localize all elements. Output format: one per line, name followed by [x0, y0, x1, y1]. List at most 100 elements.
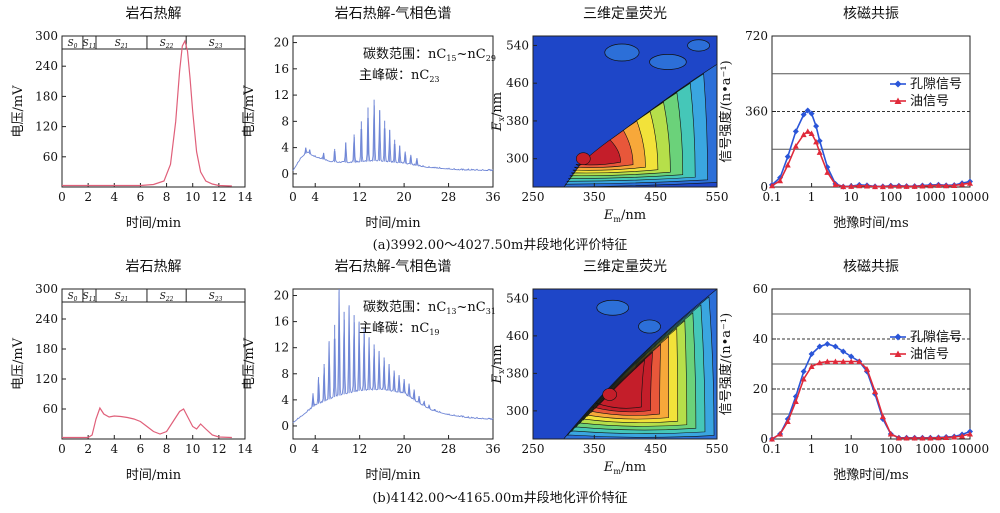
chart-panel: 岩石热解 0 2 4 6 8 10 12 14 60 120 180 240 300 时间/min 电压/mV…	[11, 6, 253, 231]
peak-band-label: S11	[83, 292, 97, 303]
chromatogram-annotation: 主峰碳：nC23	[359, 68, 440, 84]
x-tick-label: 1	[808, 442, 816, 456]
x-axis-label: 时间/min	[365, 468, 421, 483]
x-tick-label: 20	[396, 442, 411, 456]
nmr-marker-diamond	[832, 343, 839, 350]
plot-frame	[61, 288, 246, 440]
y-tick-label: 720	[745, 29, 768, 43]
caption-b: (b)4142.00～4165.00m井段地化评价特征	[372, 491, 627, 506]
x-tick-label: 2	[84, 190, 92, 204]
peak-band-label: S0	[67, 292, 77, 303]
x-tick-label: 10	[185, 442, 200, 456]
y-tick-label: 300	[506, 404, 529, 418]
nmr-marker-diamond	[808, 351, 815, 357]
nmr-marker-triangle	[879, 183, 886, 190]
x-axis-label: 弛豫时间/ms	[833, 468, 908, 483]
nmr-marker-triangle	[903, 435, 910, 441]
x-axis-label: 时间/min	[365, 216, 421, 231]
nmr-marker-triangle	[832, 358, 839, 364]
nmr-marker-diamond	[824, 341, 831, 347]
x-axis-label: 时间/min	[126, 216, 182, 231]
x-tick-label: 36	[485, 190, 500, 204]
y-axis-label: Ex/nm	[490, 92, 506, 132]
nmr-marker-diamond	[784, 153, 791, 160]
nmr-series-line	[771, 130, 971, 188]
x-tick-label: 0.1	[762, 190, 781, 204]
nmr-marker-triangle	[769, 436, 775, 442]
pyrolysis-curve	[62, 39, 232, 187]
x-tick-label: 0	[58, 442, 66, 456]
nmr-marker-triangle	[856, 358, 863, 364]
nmr-marker-diamond	[813, 123, 820, 130]
plot-frame	[771, 35, 971, 188]
nmr-marker-triangle	[879, 413, 886, 419]
nmr-marker-triangle	[911, 435, 918, 441]
nmr-marker-triangle	[911, 183, 918, 189]
y-tick-label: 16	[274, 62, 289, 76]
chart-panel: 三维定量荧光 250 350 450 550 300 380 460 540 Em/nm Ex/nm	[490, 5, 728, 224]
y-tick-label: 60	[43, 402, 58, 416]
chart-title: 岩石热解-气相色谱	[335, 258, 452, 275]
nmr-marker-triangle	[951, 434, 958, 440]
nmr-marker-triangle	[824, 169, 831, 175]
fluorescence-map	[533, 36, 717, 187]
nmr-marker-triangle	[959, 433, 966, 439]
y-tick-label: 240	[35, 312, 58, 326]
y-tick-label: 180	[35, 342, 58, 356]
nmr-marker-triangle	[895, 183, 902, 189]
y-tick-label: 460	[506, 329, 529, 343]
x-tick-label: 1	[808, 190, 816, 204]
nmr-marker-triangle	[792, 398, 799, 404]
peak-band-label: S22	[160, 292, 174, 303]
nmr-series-line	[771, 360, 971, 440]
x-tick-label: 20	[396, 190, 411, 204]
nmr-marker-triangle	[895, 435, 902, 441]
x-tick-label: 1000	[915, 190, 946, 204]
x-tick-label: 28	[441, 442, 456, 456]
nmr-marker-triangle	[959, 181, 966, 187]
y-tick-label: 20	[274, 289, 289, 303]
legend-marker	[894, 80, 902, 88]
chromatogram-trace	[292, 291, 494, 424]
nmr-marker-diamond	[840, 348, 847, 355]
y-tick-label: 60	[43, 150, 58, 164]
y-tick-label: 300	[506, 152, 529, 166]
x-tick-label: 36	[485, 442, 500, 456]
nmr-marker-diamond	[808, 110, 815, 117]
nmr-marker-triangle	[840, 358, 847, 364]
x-tick-label: 0	[289, 442, 297, 456]
x-axis-label: 时间/min	[126, 468, 182, 483]
y-axis-label: Ex/nm	[490, 344, 506, 384]
y-tick-label: 12	[274, 88, 289, 102]
peak-band-label: S21	[115, 39, 129, 50]
chart-title: 核磁共振	[843, 6, 899, 22]
fluorescence-blob	[687, 39, 710, 52]
nmr-marker-triangle	[784, 161, 791, 168]
peak-band-label: S21	[115, 292, 129, 303]
y-tick-label: 4	[281, 141, 289, 155]
plot-frame	[532, 35, 718, 188]
nmr-marker-triangle	[769, 182, 775, 189]
x-tick-label: 6	[137, 442, 145, 456]
nmr-marker-triangle	[927, 435, 934, 441]
nmr-marker-triangle	[872, 183, 879, 190]
fluorescence-hotspot	[575, 152, 591, 165]
nmr-marker-diamond	[816, 137, 823, 144]
nmr-marker-triangle	[816, 359, 823, 366]
nmr-marker-triangle	[792, 143, 799, 149]
y-tick-label: 20	[753, 382, 768, 396]
x-tick-label: 10000	[951, 190, 989, 204]
x-axis-label: Em/nm	[603, 460, 646, 476]
x-tick-label: 0	[58, 190, 66, 204]
caption-a: (a)3992.00～4027.50m井段地化评价特征	[373, 238, 628, 253]
chart-panel: 三维定量荧光 250 350 450 550 300 380 460 540 Em/nm Ex/nm	[490, 258, 728, 476]
nmr-marker-triangle	[808, 363, 815, 369]
y-tick-label: 20	[274, 36, 289, 50]
plot-frame	[292, 35, 494, 188]
legend-label: 孔隙信号	[910, 77, 962, 92]
y-axis-label: 电压/mV	[11, 337, 26, 390]
pyrolysis-curve	[62, 406, 232, 439]
x-tick-label: 4	[110, 190, 118, 204]
nmr-marker-triangle	[919, 435, 926, 441]
